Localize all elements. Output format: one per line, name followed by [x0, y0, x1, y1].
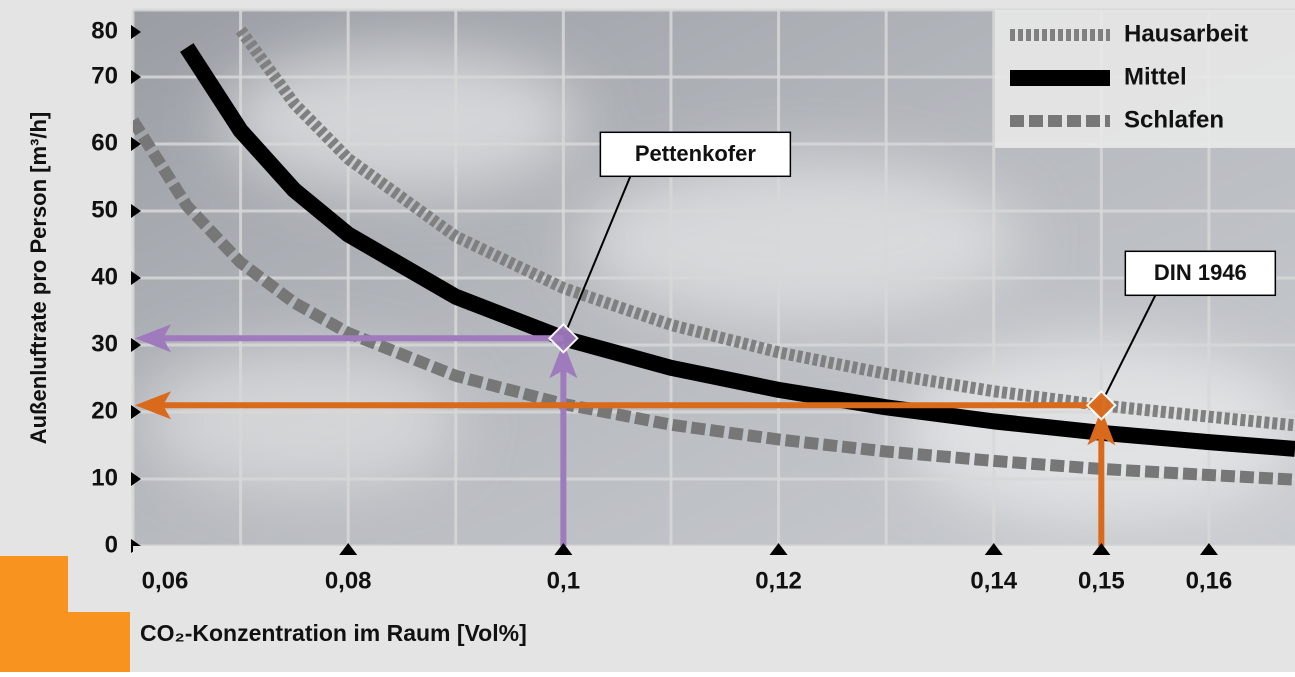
y-tick-label: 80	[91, 17, 118, 44]
x-tick-label: 0,1	[547, 567, 580, 594]
x-axis-title: CO₂-Konzentration im Raum [Vol%]	[140, 620, 527, 646]
y-tick-label: 20	[91, 397, 118, 424]
chart: Pettenkofer DIN 1946 0 10 20 30 40 50 60 70 80 0,0…	[0, 0, 1295, 672]
y-axis-title: Außenluftrate pro Person [m³/h]	[26, 112, 51, 444]
x-tick-label: 0,12	[755, 567, 802, 594]
x-tick-label: 0,06	[142, 567, 189, 594]
y-tick-label: 10	[91, 464, 118, 491]
legend-label: Mittel	[1124, 63, 1187, 90]
legend-label: Hausarbeit	[1124, 20, 1248, 47]
x-tick-label: 0,14	[970, 567, 1017, 594]
y-tick-label: 40	[91, 263, 118, 290]
y-tick-label: 0	[105, 531, 118, 558]
x-tick-label: 0,15	[1078, 567, 1125, 594]
corner-block	[0, 556, 68, 616]
legend-label: Schlafen	[1124, 106, 1224, 133]
annotation-label: DIN 1946	[1154, 260, 1247, 285]
x-tick-label: 0,08	[325, 567, 372, 594]
annotation-label: Pettenkofer	[635, 141, 756, 166]
corner-block	[0, 612, 130, 672]
legend: Hausarbeit Mittel Schlafen	[995, 10, 1295, 148]
y-tick-label: 30	[91, 330, 118, 357]
x-tick-label: 0,16	[1186, 567, 1233, 594]
y-tick-label: 50	[91, 196, 118, 223]
y-tick-label: 60	[91, 129, 118, 156]
y-tick-label: 70	[91, 62, 118, 89]
